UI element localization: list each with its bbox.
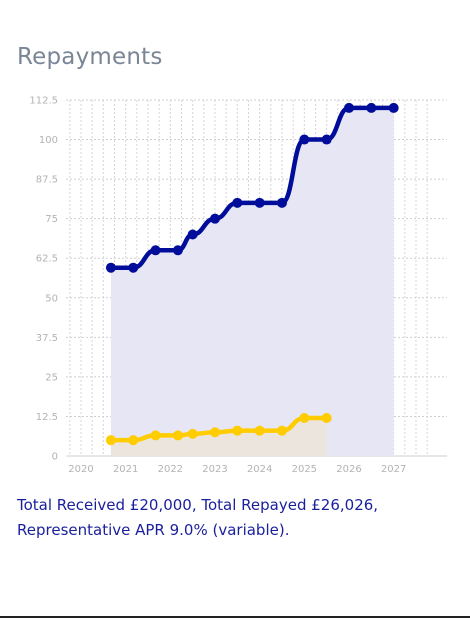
series-0-point (299, 134, 310, 145)
bottom-border (0, 616, 470, 618)
series-1-point (128, 435, 139, 446)
y-tick-label: 87.5 (36, 175, 58, 186)
series-1-point (187, 428, 198, 439)
x-tick-label: 2027 (381, 464, 406, 475)
y-tick-label: 75 (45, 214, 58, 225)
series-0-point (128, 262, 139, 273)
x-tick-label: 2020 (68, 464, 93, 475)
series-1-point (321, 413, 332, 424)
y-tick-label: 62.5 (36, 254, 58, 265)
series-1-point (254, 425, 265, 436)
y-tick-label: 25 (45, 372, 58, 383)
y-tick-label: 37.5 (36, 333, 58, 344)
series-0-point (321, 134, 332, 145)
x-tick-label: 2023 (202, 464, 227, 475)
series-0-area (110, 107, 394, 457)
series-0-point (366, 102, 377, 113)
series-0-point (150, 245, 161, 256)
series-1-point (232, 425, 243, 436)
series-1-point (210, 427, 220, 438)
x-tick-label: 2024 (247, 464, 272, 475)
series-1-area (110, 418, 327, 456)
series-1-point (299, 413, 310, 424)
series-0-point (254, 197, 265, 208)
chart-areas (110, 107, 394, 457)
series-0-point (105, 262, 116, 273)
series-0-point (172, 245, 183, 256)
series-0-point (388, 102, 399, 113)
series-1-point (277, 425, 287, 436)
series-0-point (344, 102, 354, 113)
series-0-point (187, 229, 198, 240)
y-axis-ticks: 0 12.5 25 37.5 50 62.5 75 87.5 100 112.5 (29, 96, 58, 463)
y-tick-label: 50 (45, 293, 58, 304)
chart-title: Repayments (17, 44, 163, 70)
y-tick-label: 0 (52, 452, 58, 463)
series-0-point (232, 197, 243, 208)
repayments-chart: 0 12.5 25 37.5 50 62.5 75 87.5 100 112.5 2020 2021… (29, 96, 447, 475)
x-tick-label: 2025 (292, 464, 317, 475)
y-tick-label: 112.5 (29, 96, 58, 107)
x-tick-label: 2021 (113, 464, 138, 475)
series-1-point (172, 430, 183, 441)
repayment-summary: Total Received £20,000, Total Repayed £2… (17, 496, 379, 539)
series-1-point (150, 430, 161, 441)
chart-points (105, 102, 399, 446)
x-axis-ticks: 2020 2021 2022 2023 2024 2025 2026 2027 (68, 464, 406, 475)
series-0-point (277, 197, 287, 208)
y-tick-label: 100 (39, 135, 58, 146)
y-tick-label: 12.5 (36, 412, 58, 423)
x-tick-label: 2022 (158, 464, 183, 475)
x-tick-label: 2026 (336, 464, 361, 475)
series-1-point (105, 435, 116, 446)
series-0-point (210, 213, 220, 224)
